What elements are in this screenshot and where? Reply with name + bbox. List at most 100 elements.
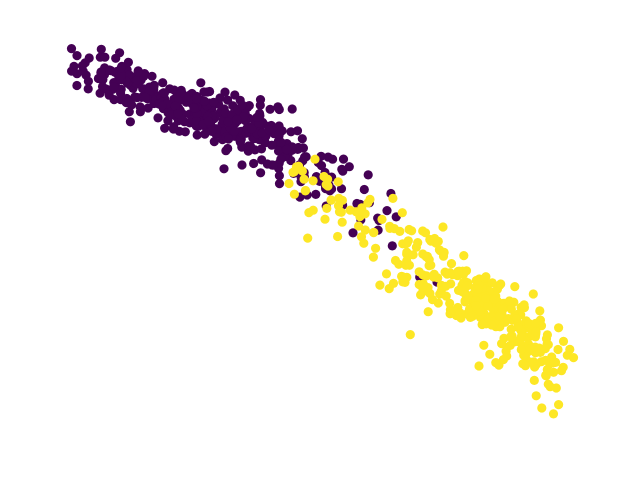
scatter-point-class-1: [326, 195, 336, 205]
scatter-point-class-0: [276, 154, 286, 164]
scatter-point-class-0: [116, 84, 126, 94]
scatter-point-class-1: [418, 226, 428, 236]
scatter-point-class-1: [284, 178, 294, 189]
scatter-point-class-0: [127, 100, 137, 110]
scatter-point-class-1: [321, 180, 331, 190]
scatter-point-class-1: [519, 300, 529, 310]
scatter-point-class-1: [289, 189, 299, 199]
scatter-point-class-1: [407, 226, 417, 236]
scatter-point-class-1: [456, 313, 466, 323]
scatter-point-class-0: [256, 168, 266, 178]
scatter-point-class-0: [387, 241, 397, 251]
scatter-point-class-0: [223, 95, 233, 105]
scatter-point-class-1: [459, 251, 469, 261]
scatter-point-class-1: [445, 309, 455, 319]
scatter-point-class-0: [247, 124, 257, 134]
scatter-point-class-0: [104, 90, 114, 100]
scatter-point-class-0: [77, 61, 87, 71]
scatter-point-class-1: [397, 208, 407, 218]
scatter-point-class-1: [483, 301, 493, 311]
scatter-point-class-1: [381, 269, 392, 279]
scatter-point-class-0: [252, 112, 262, 122]
scatter-point-class-1: [405, 330, 415, 340]
scatter-point-class-1: [541, 355, 551, 365]
scatter-point-class-1: [319, 171, 329, 182]
scatter-point-class-0: [96, 44, 106, 54]
scatter-point-class-1: [506, 324, 516, 334]
scatter-point-class-1: [411, 242, 421, 252]
scatter-point-class-0: [244, 101, 254, 111]
scatter-point-class-1: [554, 400, 564, 410]
scatter-point-class-0: [235, 137, 245, 147]
scatter-point-class-0: [72, 51, 82, 61]
scatter-point-class-1: [524, 318, 534, 329]
scatter-point-class-0: [149, 82, 159, 92]
scatter-point-class-1: [531, 327, 541, 337]
scatter-point-class-0: [192, 94, 202, 104]
scatter-point-class-0: [192, 130, 202, 140]
scatter-point-class-1: [554, 323, 564, 333]
scatter-point-class-1: [333, 177, 343, 187]
scatter-point-class-0: [337, 164, 347, 174]
scatter-point-class-0: [239, 112, 249, 122]
scatter-point-class-0: [264, 124, 274, 135]
scatter-point-class-0: [359, 184, 369, 195]
scatter-point-class-1: [549, 367, 559, 377]
scatter-point-class-0: [200, 96, 210, 106]
scatter-point-class-0: [273, 146, 284, 156]
scatter-point-class-1: [487, 320, 497, 330]
scatter-point-class-0: [274, 129, 284, 139]
scatter-point-class-1: [531, 391, 541, 401]
scatter-point-class-1: [465, 312, 475, 322]
scatter-point-class-0: [363, 170, 373, 180]
scatter-point-class-1: [556, 366, 567, 376]
scatter-point-class-1: [345, 205, 355, 215]
scatter-point-class-1: [390, 255, 401, 266]
scatter-point-class-0: [109, 82, 119, 92]
scatter-point-class-1: [435, 289, 445, 299]
scatter-point-class-0: [116, 63, 126, 73]
scatter-point-class-0: [232, 115, 242, 125]
scatter-point-class-0: [282, 144, 292, 155]
scatter-point-class-1: [506, 304, 516, 314]
scatter-point-class-0: [153, 113, 163, 123]
scatter-point-class-1: [460, 297, 470, 307]
scatter-point-class-1: [479, 340, 489, 350]
scatter-point-class-1: [416, 290, 426, 300]
scatter-point-class-0: [237, 100, 247, 110]
scatter-point-class-0: [196, 78, 206, 88]
scatter-point-class-1: [403, 236, 413, 246]
scatter-point-class-0: [116, 70, 126, 81]
scatter-point-class-1: [310, 154, 320, 164]
scatter-point-class-1: [462, 281, 472, 291]
scatter-point-class-1: [322, 203, 332, 213]
scatter-point-class-1: [504, 296, 515, 306]
scatter-point-class-0: [223, 117, 233, 127]
scatter-point-class-1: [498, 304, 508, 315]
scatter-point-class-1: [354, 221, 364, 231]
scatter-point-class-1: [481, 272, 491, 282]
scatter-point-class-1: [487, 278, 497, 288]
scatter-point-class-0: [265, 104, 275, 114]
scatter-point-class-1: [360, 225, 370, 235]
scatter-point-class-0: [69, 61, 79, 71]
scatter-point-class-1: [543, 379, 553, 389]
scatter-point-class-0: [267, 140, 277, 150]
scatter-point-class-1: [304, 208, 314, 218]
scatter-point-class-0: [274, 104, 284, 115]
scatter-point-class-1: [537, 403, 547, 413]
scatter-point-class-0: [143, 103, 153, 113]
scatter-point-class-0: [168, 124, 178, 134]
scatter-point-class-1: [336, 207, 346, 217]
scatter-point-class-1: [388, 278, 399, 288]
scatter-point-class-1: [446, 259, 457, 269]
scatter-point-class-0: [255, 100, 265, 110]
scatter-point-class-0: [209, 137, 219, 147]
scatter-point-class-1: [551, 383, 561, 393]
scatter-point-class-0: [203, 116, 213, 126]
scatter-point-class-1: [505, 332, 516, 342]
scatter-point-class-1: [542, 330, 553, 340]
scatter-point-class-0: [301, 152, 311, 162]
scatter-point-class-1: [481, 293, 491, 303]
